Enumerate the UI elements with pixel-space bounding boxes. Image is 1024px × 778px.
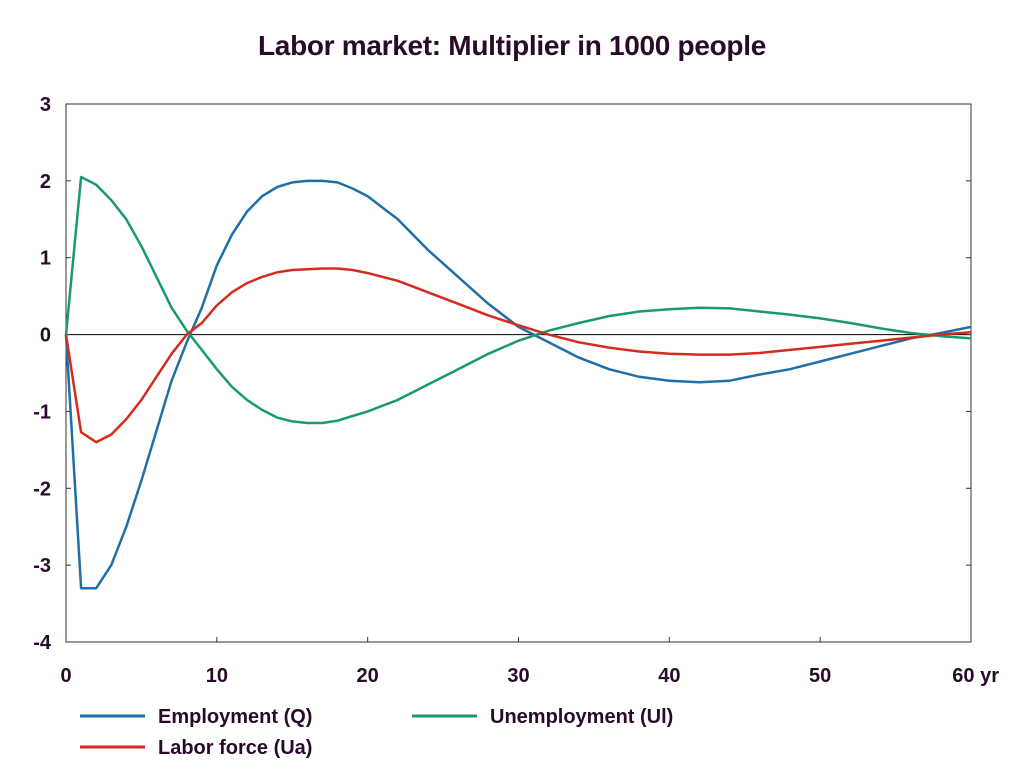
legend-label: Employment (Q) — [158, 706, 312, 728]
axis-ticks — [65, 103, 972, 643]
y-tick-label: -2 — [33, 478, 51, 500]
x-tick-label: 50 — [809, 665, 831, 687]
series-line-unemployment-ul — [64, 175, 972, 425]
x-tick-label: 40 — [658, 665, 680, 687]
legend-label: Labor force (Ua) — [158, 737, 312, 759]
legend: Employment (Q) Unemployment (Ul) Labor for… — [80, 706, 673, 759]
y-tick-label: -1 — [33, 401, 51, 423]
x-tick-label: 0 — [60, 665, 71, 687]
y-tick-label: 1 — [40, 248, 51, 270]
plot-frame — [65, 103, 972, 643]
x-tick-label: 10 — [206, 665, 228, 687]
y-tick-label: 2 — [40, 171, 51, 193]
y-tick-label: -4 — [33, 632, 52, 654]
series-line-labor-force-ua — [64, 267, 972, 444]
legend-label: Unemployment (Ul) — [490, 706, 673, 728]
x-tick-label: 30 — [507, 665, 529, 687]
y-tick-label: 3 — [40, 94, 51, 116]
series-line-employment-q — [64, 179, 972, 590]
y-tick-label: 0 — [40, 325, 51, 347]
x-tick-label: 20 — [357, 665, 379, 687]
y-tick-label: -3 — [33, 555, 51, 577]
chart-title: Labor market: Multiplier in 1000 people — [258, 30, 766, 61]
x-tick-label: 60 yr — [952, 665, 999, 687]
series-layer — [64, 175, 972, 590]
